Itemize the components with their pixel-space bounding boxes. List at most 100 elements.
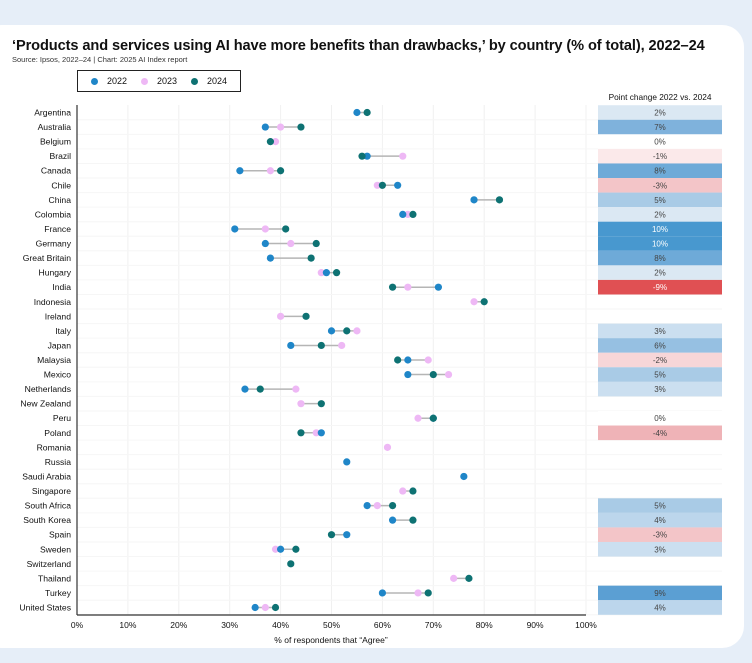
country-row: Chile — [51, 180, 402, 190]
change-cell — [598, 236, 722, 251]
chart-rows: Argentina Australia Belgium Brazil Canada Chi… — [19, 108, 504, 613]
data-point-2023 — [383, 443, 392, 451]
x-tick-label: 50% — [323, 620, 340, 630]
country-row: Germany — [36, 239, 320, 249]
country-label: South Korea — [23, 515, 71, 525]
country-label: Sweden — [40, 544, 71, 554]
data-point-2022 — [343, 531, 351, 539]
data-point-2022 — [399, 210, 407, 219]
data-point-2024 — [307, 254, 315, 262]
country-row: United States — [19, 603, 280, 613]
data-point-2022 — [261, 123, 269, 131]
country-row: Indonesia — [34, 297, 488, 307]
legend-dot-2023 — [140, 77, 148, 85]
change-cell — [598, 410, 722, 426]
data-point-2024 — [332, 269, 341, 277]
country-row: Spain — [49, 530, 351, 540]
data-point-2024 — [409, 210, 417, 219]
legend-label-2024: 2024 — [206, 76, 228, 86]
change-cell — [598, 148, 722, 164]
data-point-2024 — [424, 589, 432, 597]
data-point-2024 — [277, 167, 285, 175]
country-row: Peru — [53, 413, 437, 423]
data-point-2024 — [287, 560, 295, 568]
country-label: Poland — [44, 428, 71, 438]
change-cell — [598, 600, 722, 615]
country-row: Argentina — [34, 108, 371, 118]
data-point-2023 — [399, 487, 407, 495]
country-row: China — [49, 195, 504, 205]
data-point-2022 — [241, 385, 249, 393]
change-value: -9% — [653, 283, 667, 292]
data-point-2024 — [378, 181, 386, 189]
data-point-2023 — [338, 341, 346, 350]
data-point-2022 — [327, 327, 336, 335]
country-label: Australia — [38, 122, 72, 132]
data-point-2024 — [297, 429, 305, 437]
country-row: India — [52, 282, 442, 292]
country-label: Italy — [55, 326, 71, 336]
country-row: Singapore — [32, 486, 417, 496]
country-label: Spain — [49, 530, 71, 540]
legend-label-2023: 2023 — [156, 76, 178, 86]
data-point-2022 — [388, 516, 397, 524]
change-value: -3% — [653, 531, 667, 540]
change-cell — [598, 512, 722, 528]
change-value: 0% — [654, 138, 666, 147]
country-label: Canada — [41, 166, 71, 176]
country-row: Great Britain — [23, 253, 315, 263]
country-label: Turkey — [45, 588, 72, 598]
country-row: Turkey — [45, 588, 432, 598]
x-tick-labels: 0% 10% 20% 30% 40% 50% 60% 70% 80% 90% 100% — [71, 620, 597, 630]
data-point-2024 — [465, 574, 473, 582]
change-value: 7% — [654, 123, 666, 132]
country-row: Poland — [44, 428, 325, 438]
country-label: Peru — [53, 413, 71, 423]
country-label: Russia — [45, 457, 71, 467]
data-point-2023 — [414, 414, 422, 422]
data-point-2024 — [297, 123, 305, 131]
data-point-2023 — [287, 239, 295, 248]
data-point-2023 — [404, 210, 412, 219]
change-cell — [598, 250, 722, 266]
country-label: South Africa — [25, 501, 72, 511]
change-cell — [598, 585, 722, 601]
country-row: Colombia — [35, 209, 417, 219]
country-label: Chile — [51, 180, 71, 190]
country-label: Belgium — [40, 137, 71, 147]
x-axis-label: % of respondents that “Agree” — [274, 635, 388, 645]
country-label: Germany — [36, 239, 72, 249]
data-point-2022 — [277, 545, 285, 553]
x-tick-label: 30% — [221, 620, 238, 630]
change-value: 6% — [654, 341, 666, 350]
legend: 2022 2023 2024 — [77, 70, 241, 92]
change-value: 10% — [652, 240, 668, 249]
country-label: India — [52, 282, 71, 292]
country-row: Saudi Arabia — [22, 471, 468, 481]
data-point-2022 — [231, 225, 239, 233]
country-row: Brazil — [50, 151, 407, 161]
change-value: 2% — [654, 210, 666, 219]
country-row: Romania — [37, 442, 392, 452]
change-value: 4% — [654, 516, 666, 525]
data-point-2024 — [292, 545, 300, 553]
country-label: New Zealand — [20, 399, 71, 409]
x-tick-label: 10% — [119, 620, 136, 630]
data-point-2024 — [363, 108, 371, 117]
x-tick-label: 40% — [272, 620, 289, 630]
change-cell — [598, 119, 722, 135]
data-point-2023 — [404, 283, 412, 291]
x-tick-label: 100% — [575, 620, 597, 630]
country-row: Thailand — [38, 573, 473, 583]
country-row: New Zealand — [20, 399, 325, 409]
change-cell — [598, 352, 722, 368]
country-row: South Africa — [25, 501, 397, 511]
country-label: Saudi Arabia — [22, 471, 71, 481]
country-label: Netherlands — [25, 384, 71, 394]
change-value: 8% — [654, 254, 666, 263]
country-label: Ireland — [45, 311, 71, 321]
country-row: Ireland — [45, 311, 310, 321]
data-point-2023 — [450, 574, 458, 582]
data-point-2022 — [353, 108, 361, 117]
data-point-2022 — [266, 254, 275, 262]
